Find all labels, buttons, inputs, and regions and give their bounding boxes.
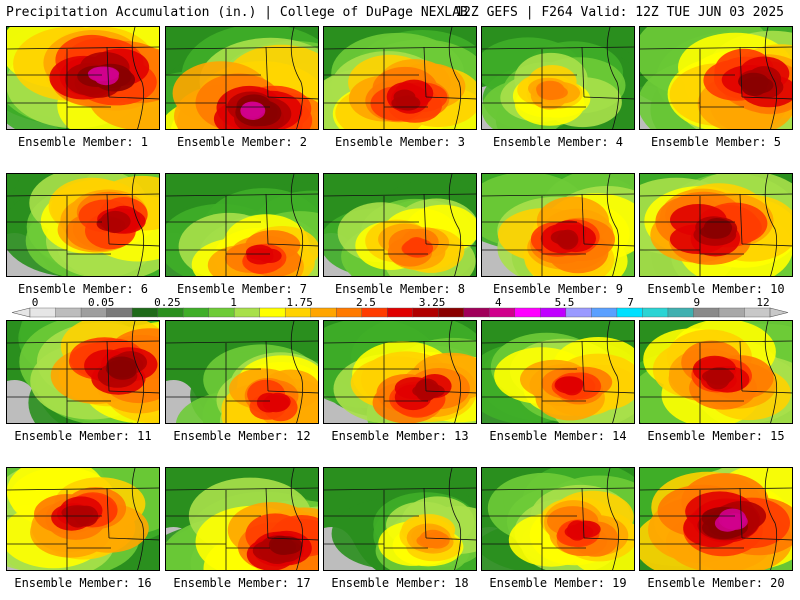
colorbar-label: 4: [494, 296, 502, 309]
colorbar-label: 7: [627, 296, 634, 309]
colorbar-swatch: [284, 307, 312, 318]
header: Precipitation Accumulation (in.) | Colle…: [0, 0, 800, 26]
member-map-18: [323, 467, 477, 571]
colorbar-swatch: [387, 307, 414, 318]
member-map-5: [639, 26, 793, 130]
colorbar-swatch: [310, 307, 337, 318]
colorbar-label: 12: [756, 296, 770, 309]
member-caption-3: Ensemble Member: 3: [334, 135, 466, 149]
colorbar-swatch: [106, 307, 133, 318]
member-caption-12: Ensemble Member: 12: [173, 429, 311, 443]
member-caption-14: Ensemble Member: 14: [489, 429, 627, 443]
member-map-6: [6, 173, 160, 277]
colorbar-swatch: [463, 307, 490, 318]
colorbar-swatch: [259, 307, 286, 318]
member-map-15: [639, 320, 793, 424]
colorbar-swatch: [182, 307, 210, 318]
member-caption-15: Ensemble Member: 15: [647, 429, 785, 443]
member-caption-9: Ensemble Member: 9: [492, 282, 624, 296]
member-caption-8: Ensemble Member: 8: [334, 282, 466, 296]
colorbar-swatch: [233, 307, 261, 318]
member-caption-4: Ensemble Member: 4: [492, 135, 624, 149]
colorbar-swatch: [208, 307, 235, 318]
member-caption-18: Ensemble Member: 18: [331, 576, 469, 590]
member-map-14: [481, 320, 635, 424]
colorbar-label: 1.75: [286, 296, 313, 309]
colorbar-label: 3.25: [418, 296, 446, 309]
colorbar: 0 0.05 0.25 1 1.75 2.5 3.25 4 5.5 7 9 12: [0, 296, 800, 320]
member-map-7: [165, 173, 319, 277]
colorbar-bar: [11, 307, 789, 318]
colorbar-swatch: [361, 307, 388, 318]
colorbar-label: 1: [230, 296, 237, 309]
member-map-17: [165, 467, 319, 571]
member-caption-13: Ensemble Member: 13: [331, 429, 469, 443]
member-map-20: [639, 467, 793, 571]
colorbar-label: 0.25: [154, 296, 181, 309]
member-map-3: [323, 26, 477, 130]
member-caption-10: Ensemble Member: 10: [647, 282, 785, 296]
member-caption-2: Ensemble Member: 2: [176, 135, 308, 149]
colorbar-swatch: [667, 307, 694, 318]
colorbar-labels: 0 0.05 0.25 1 1.75 2.5 3.25 4 5.5 7 9 12: [0, 296, 800, 309]
colorbar-swatch: [514, 307, 541, 318]
colorbar-swatch: [336, 307, 363, 318]
colorbar-label: 0: [31, 296, 39, 309]
colorbar-swatch: [642, 307, 669, 318]
colorbar-label: 2.5: [355, 296, 376, 309]
member-caption-17: Ensemble Member: 17: [173, 576, 311, 590]
colorbar-swatch: [565, 307, 592, 318]
colorbar-swatch: [29, 307, 57, 318]
colorbar-swatch: [540, 307, 567, 318]
member-map-13: [323, 320, 477, 424]
colorbar-swatch: [157, 307, 184, 318]
colorbar-swatch: [744, 307, 771, 318]
member-map-9: [481, 173, 635, 277]
colorbar-right-arrow: [769, 307, 789, 318]
member-map-19: [481, 467, 635, 571]
member-caption-11: Ensemble Member: 11: [14, 429, 152, 443]
member-map-4: [481, 26, 635, 130]
member-map-2: [165, 26, 319, 130]
product-title: Precipitation Accumulation (in.) | Colle…: [6, 5, 468, 20]
colorbar-label: 9: [693, 296, 701, 309]
member-map-1: [6, 26, 160, 130]
member-caption-5: Ensemble Member: 5: [650, 135, 782, 149]
colorbar-swatch: [616, 307, 643, 318]
colorbar-swatch: [693, 307, 720, 318]
colorbar-swatch: [718, 307, 745, 318]
member-map-12: [165, 320, 319, 424]
run-valid-title: 12Z GEFS | F264 Valid: 12Z TUE JUN 03 20…: [455, 5, 784, 20]
colorbar-swatch: [438, 307, 465, 318]
member-map-10: [639, 173, 793, 277]
colorbar-swatch: [55, 307, 82, 318]
member-caption-6: Ensemble Member: 6: [17, 282, 149, 296]
colorbar-label: 5.5: [554, 296, 575, 309]
member-caption-1: Ensemble Member: 1: [17, 135, 149, 149]
colorbar-swatch: [80, 307, 108, 318]
colorbar-label: 0.05: [87, 296, 115, 309]
member-caption-19: Ensemble Member: 19: [489, 576, 627, 590]
colorbar-left-arrow: [11, 307, 31, 318]
colorbar-swatch: [489, 307, 516, 318]
member-caption-20: Ensemble Member: 20: [647, 576, 785, 590]
colorbar-swatch: [591, 307, 618, 318]
member-caption-16: Ensemble Member: 16: [14, 576, 152, 590]
member-map-16: [6, 467, 160, 571]
member-caption-7: Ensemble Member: 7: [176, 282, 308, 296]
member-map-8: [323, 173, 477, 277]
colorbar-swatch: [412, 307, 439, 318]
colorbar-swatch: [131, 307, 159, 318]
member-map-11: [6, 320, 160, 424]
